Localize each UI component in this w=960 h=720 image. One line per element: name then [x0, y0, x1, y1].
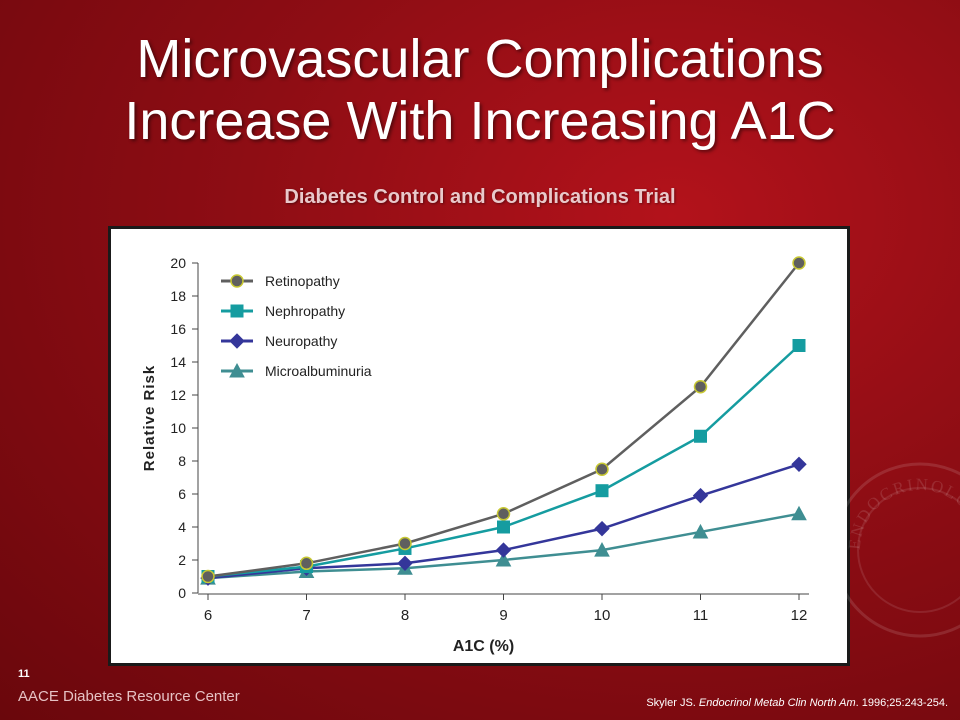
citation-author: Skyler JS. [646, 697, 699, 709]
data-point-retinopathy [792, 256, 806, 270]
title-line-1: Microvascular Complications [136, 29, 824, 89]
data-point-retinopathy [693, 380, 708, 394]
series-line-nephropathy [207, 344, 800, 578]
x-tick-label: 6 [204, 607, 212, 624]
data-point-retinopathy [201, 569, 215, 584]
data-point-neuropathy [397, 555, 413, 572]
y-axis-label: Relative Risk [141, 365, 158, 471]
data-point-retinopathy [595, 462, 609, 476]
y-tick-label: 10 [170, 420, 186, 436]
data-point-neuropathy [495, 542, 512, 558]
y-tick-label: 18 [170, 288, 186, 304]
x-axis-label: A1C (%) [453, 638, 514, 655]
seal-watermark-icon: ENDOCRINOLOGISTS [832, 462, 960, 638]
legend-marker-nephropathy [230, 304, 244, 318]
x-tick-label: 11 [693, 607, 709, 624]
x-tick-label: 10 [594, 607, 611, 624]
x-tick-label: 9 [499, 607, 507, 624]
legend-label-nephropathy: Nephropathy [265, 303, 345, 319]
data-point-nephropathy [497, 520, 510, 534]
page-number: 11 [18, 668, 30, 680]
y-tick-label: 20 [170, 255, 186, 271]
x-tick-label: 12 [791, 607, 808, 624]
data-point-microalbuminuria [594, 542, 610, 557]
chart-svg: 0 2 4 6 8 10 12 14 16 18 20 6 7 8 9 10 11 12 A1C (%) Relati… [141, 255, 809, 655]
y-tick-label: 8 [178, 453, 186, 469]
data-point-nephropathy [595, 484, 609, 498]
title-line-2: Increase With Increasing A1C [124, 91, 836, 151]
legend-label-microalbuminuria: Microalbuminuria [265, 363, 372, 379]
data-point-nephropathy [694, 429, 707, 443]
x-tick-label: 8 [401, 607, 409, 624]
data-point-neuropathy [594, 520, 610, 537]
y-tick-label: 6 [178, 486, 186, 502]
y-tick-label: 14 [170, 354, 186, 370]
y-tick-label: 12 [170, 387, 186, 403]
legend-marker-neuropathy [229, 333, 245, 349]
y-tick-label: 0 [178, 585, 186, 601]
data-point-microalbuminuria [791, 505, 807, 521]
legend-label-neuropathy: Neuropathy [265, 333, 337, 349]
citation: Skyler JS. Endocrinol Metab Clin North A… [646, 697, 948, 709]
legend-marker-retinopathy [230, 274, 244, 288]
x-tick-label: 7 [302, 607, 310, 624]
data-point-retinopathy [496, 507, 511, 521]
y-tick-label: 16 [170, 321, 186, 337]
legend-label-retinopathy: Retinopathy [265, 273, 340, 289]
data-point-retinopathy [398, 536, 412, 551]
data-point-neuropathy [692, 487, 709, 504]
citation-rest: . 1996;25:243-254. [855, 697, 948, 709]
data-point-nephropathy [792, 339, 806, 352]
data-point-neuropathy [791, 456, 807, 473]
y-tick-label: 4 [178, 519, 186, 535]
data-point-microalbuminuria [495, 551, 512, 567]
chart-subtitle: Diabetes Control and Complications Trial [284, 186, 676, 208]
footer-brand: AACE Diabetes Resource Center [18, 688, 240, 705]
slide-title: Microvascular Complications Increase Wit… [0, 28, 960, 152]
chart-panel: 0 2 4 6 8 10 12 14 16 18 20 6 7 8 9 10 11 12 A1C (%) Relati… [108, 226, 850, 666]
data-point-retinopathy [299, 556, 314, 571]
y-tick-label: 2 [178, 552, 186, 568]
data-point-microalbuminuria [692, 523, 709, 539]
citation-journal: Endocrinol Metab Clin North Am [698, 697, 856, 709]
legend-marker-microalbuminuria [229, 362, 245, 378]
